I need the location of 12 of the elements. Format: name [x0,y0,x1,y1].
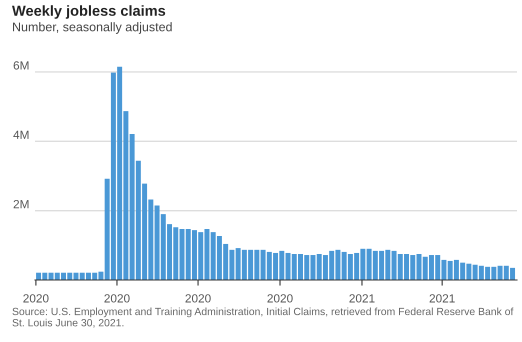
source-note: Source: U.S. Employment and Training Administration, Initial Claims, retrieved from Federal Reserve Bank of St. Louis June 30, 2021. [12,308,514,328]
chart-subtitle: Number, seasonally adjusted [13,22,172,34]
y-tick-label: 6M [14,61,28,70]
x-tick-label: 2020 [23,294,49,303]
x-tick-label: 2020 [186,294,211,303]
x-tick-label: 2021 [430,294,455,303]
y-tick-label: 4M [13,130,28,139]
x-tick-label: 2020 [267,294,293,303]
x-tick-label: 2021 [349,294,375,303]
chart-title: Weekly jobless claims [12,5,166,19]
y-tick-label: 2M [14,200,28,208]
x-tick-label: 2020 [104,294,130,303]
